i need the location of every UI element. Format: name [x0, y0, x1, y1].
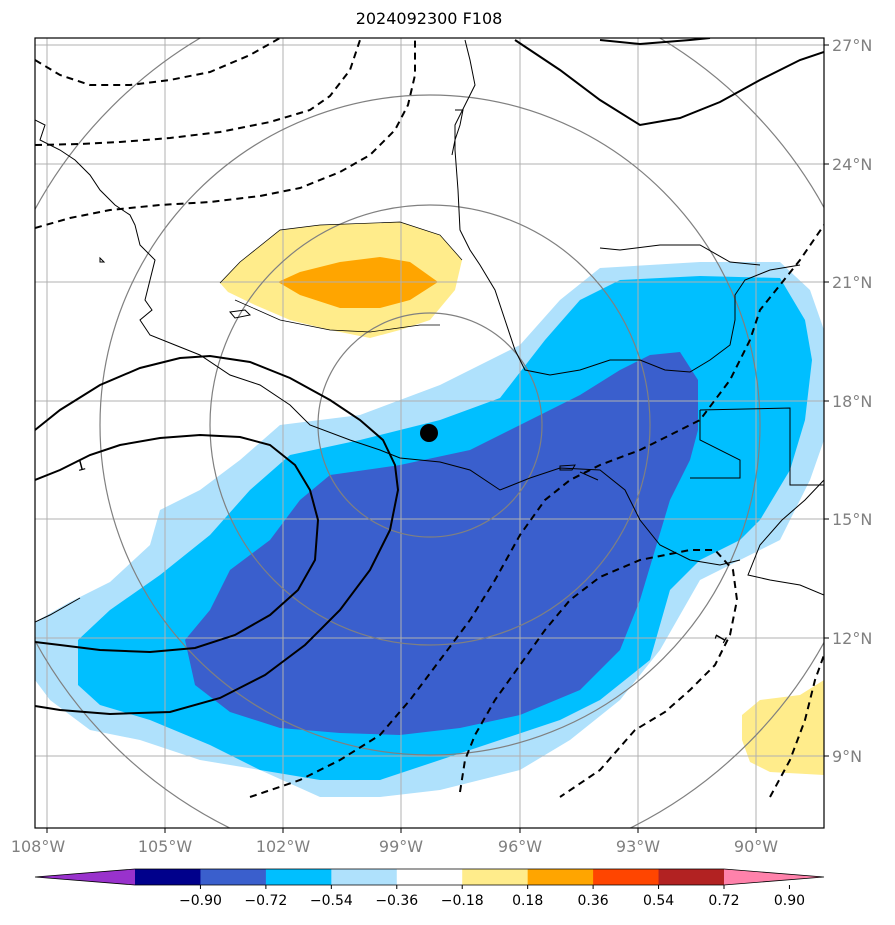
contour-label: 1	[74, 455, 88, 475]
lon-label: 99°W	[379, 837, 423, 856]
lon-label: 108°W	[11, 837, 66, 856]
lat-label: 18°N	[832, 392, 872, 411]
colorbar-tick-label: 0.72	[708, 893, 739, 909]
solid-contours	[35, 38, 824, 716]
colorbar-tick-label: −0.18	[441, 893, 484, 909]
lon-label: 105°W	[138, 837, 193, 856]
field-dark-blue	[185, 352, 698, 735]
colorbar-segment	[527, 869, 594, 885]
thin-contours	[219, 221, 463, 333]
colorbar-tick-label: 0.90	[774, 893, 805, 909]
storm-center-marker	[420, 424, 438, 442]
range-rings	[35, 38, 824, 828]
dashed-contours	[35, 38, 824, 798]
lat-label: 21°N	[832, 273, 872, 292]
colorbar-segment	[200, 869, 267, 885]
longitude-ticks	[46, 828, 757, 833]
colorbar-tick-label: −0.36	[375, 893, 418, 909]
lat-label: 15°N	[832, 510, 872, 529]
colorbar-extend-high	[724, 869, 824, 885]
colorbar-tick-label: 0.36	[578, 893, 609, 909]
lat-label: 24°N	[832, 155, 872, 174]
colorbar-segment	[331, 869, 398, 885]
coastlines	[35, 39, 824, 623]
map-title: 2024092300 F108	[355, 9, 503, 28]
colorbar-extend-low	[35, 869, 135, 885]
colorbar-tick-label: −0.54	[310, 893, 353, 909]
colorbar-segment	[396, 869, 463, 885]
colorbar-segment	[462, 869, 529, 885]
lat-label: 12°N	[832, 629, 872, 648]
colorbar-outline	[34, 868, 825, 886]
colorbar-segment	[658, 869, 725, 885]
lon-label: 93°W	[616, 837, 660, 856]
lon-label: 96°W	[498, 837, 542, 856]
colorbar: −0.90 −0.72 −0.54 −0.36 −0.18 0.18 0.36 0.54 0.7…	[34, 868, 825, 909]
lon-label: 90°W	[734, 837, 778, 856]
lon-label: 102°W	[256, 837, 311, 856]
lat-label: 9°N	[832, 747, 862, 766]
colorbar-tick-label: −0.72	[244, 893, 287, 909]
graticule	[35, 38, 824, 828]
latitude-ticks	[824, 44, 829, 757]
colorbar-segment	[593, 869, 660, 885]
field-light-yellow-southeast	[742, 680, 824, 775]
colorbar-segment	[265, 869, 332, 885]
colorbar-tick-label: 0.18	[512, 893, 543, 909]
latitude-labels: 27°N 24°N 21°N 18°N 15°N 12°N 9°N	[832, 36, 872, 766]
colorbar-tick-label: 0.54	[643, 893, 674, 909]
longitude-labels: 108°W 105°W 102°W 99°W 96°W 93°W 90°W	[11, 837, 778, 856]
lat-label: 27°N	[832, 36, 872, 55]
colorbar-tick-label: −0.90	[179, 893, 222, 909]
map-frame	[34, 37, 825, 829]
colorbar-segment	[135, 869, 201, 885]
